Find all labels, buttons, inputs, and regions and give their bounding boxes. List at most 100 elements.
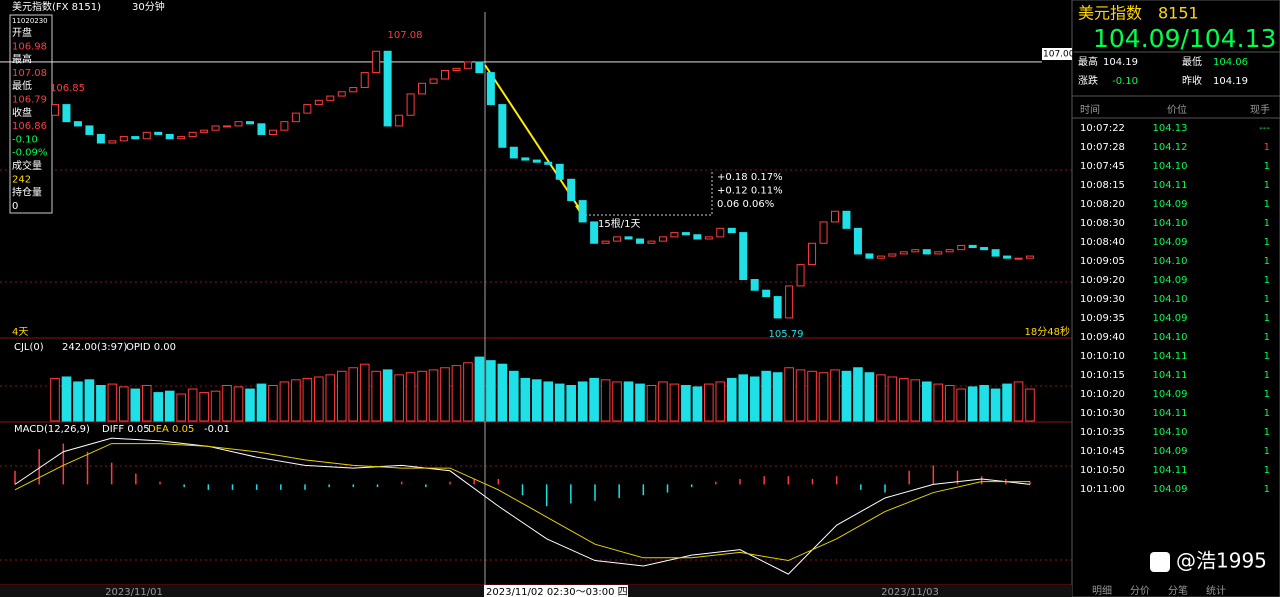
candle [1026,255,1034,259]
tick-volume: 1 [1264,465,1270,476]
volume-bar [50,377,60,422]
volume-bar [256,383,267,422]
candle [509,146,518,159]
tab[interactable]: 分笔 [1168,584,1188,597]
volume-bar [359,363,370,422]
tick-volume: 1 [1264,332,1270,343]
candle [314,99,323,106]
volume-bar [107,383,118,422]
volume-bar [1025,388,1035,422]
volume-bar [451,365,462,422]
symbol: 美元指数(FX 8151) [12,0,101,13]
tick-time: 10:08:30 [1080,218,1125,229]
tab[interactable]: 统计 [1206,584,1226,597]
info-item: 持仓量 [12,186,42,199]
volume-bar [291,379,301,422]
tick-volume: 1 [1264,275,1270,286]
tab[interactable]: 明细 [1092,584,1112,597]
volume-bar [440,367,450,422]
volume-bar [336,370,347,422]
volume-bar [795,369,806,422]
volume-bar [520,377,531,422]
candle [395,114,404,127]
volume-bar [302,377,313,422]
tick-price: 104.13 [1153,123,1188,134]
tick-volume: 1 [1264,313,1270,324]
candle [934,251,943,255]
candle [750,279,759,291]
macd-dea [14,443,1030,562]
logo [1150,552,1170,572]
volume-bar [864,372,875,422]
volume-bar [646,385,657,422]
tick-time: 10:10:50 [1080,465,1125,476]
tick-volume: 1 [1264,218,1270,229]
volume-bar [1002,383,1012,422]
volume-bar [910,379,921,422]
candle [360,72,369,89]
info-item: 106.86 [12,121,47,132]
tick-time: 10:10:35 [1080,427,1125,438]
tick-price: 104.09 [1153,484,1188,495]
volume-bar [772,372,783,422]
candle [968,244,977,249]
volume-bar [818,372,829,422]
volume-bar [268,385,278,422]
candle [762,289,771,298]
quote-stat: 104.06 [1213,57,1248,68]
info-item: 106.98 [12,41,47,52]
candle [739,232,748,281]
candle [337,91,346,97]
candle [406,93,415,116]
volume-bar [853,367,863,422]
quote-stat: 涨跌 [1078,74,1098,87]
tick-price: 104.09 [1153,237,1188,248]
period[interactable]: 30分钟 [132,0,165,13]
volume-bar [314,376,324,422]
candle [945,249,954,253]
candle [911,249,920,253]
info-item: 开盘 [12,26,32,39]
watermark: @浩1995 [1176,549,1267,573]
volume-bar [96,385,106,422]
info-item: 收盘 [12,106,32,119]
volume-bar [61,376,72,422]
volume-bar [921,381,932,422]
volume-bar [967,386,978,422]
candle [441,69,449,80]
volume-bar [944,385,955,422]
volume-bar [233,386,244,422]
tab[interactable]: 分价 [1130,585,1150,597]
date: 2023/11/01 [105,587,163,597]
volume-bar [325,374,336,422]
volume-bar [382,369,393,422]
tick-time: 10:10:15 [1080,370,1125,381]
candle [291,112,300,123]
tick-time: 10:07:45 [1080,161,1125,172]
quote-code: 8151 [1158,4,1199,23]
candle [796,264,805,287]
quote-price: 104.09/104.13 [1093,24,1276,53]
volume-bar [669,383,680,422]
volume-bar [153,392,164,422]
tick-volume: 1 [1264,389,1270,400]
volume-bar [371,370,381,422]
macd-diff [14,437,1031,575]
quote-stat: 最低 [1182,55,1202,68]
candle [532,159,541,163]
candle [463,61,472,69]
tick-volume: 1 [1264,180,1270,191]
candle [165,133,174,140]
tick-volume: 1 [1264,427,1270,438]
volume-bar [474,356,485,422]
volume-bar [497,363,508,422]
candle [888,253,897,257]
volume-bar [245,388,255,422]
price-tag [1042,48,1072,60]
volume-bar [348,367,359,422]
tick-price: 104.09 [1153,389,1188,400]
candle [119,136,128,142]
info-item: 0 [12,201,18,212]
candle [234,121,243,127]
tick-price: 104.09 [1153,446,1188,457]
